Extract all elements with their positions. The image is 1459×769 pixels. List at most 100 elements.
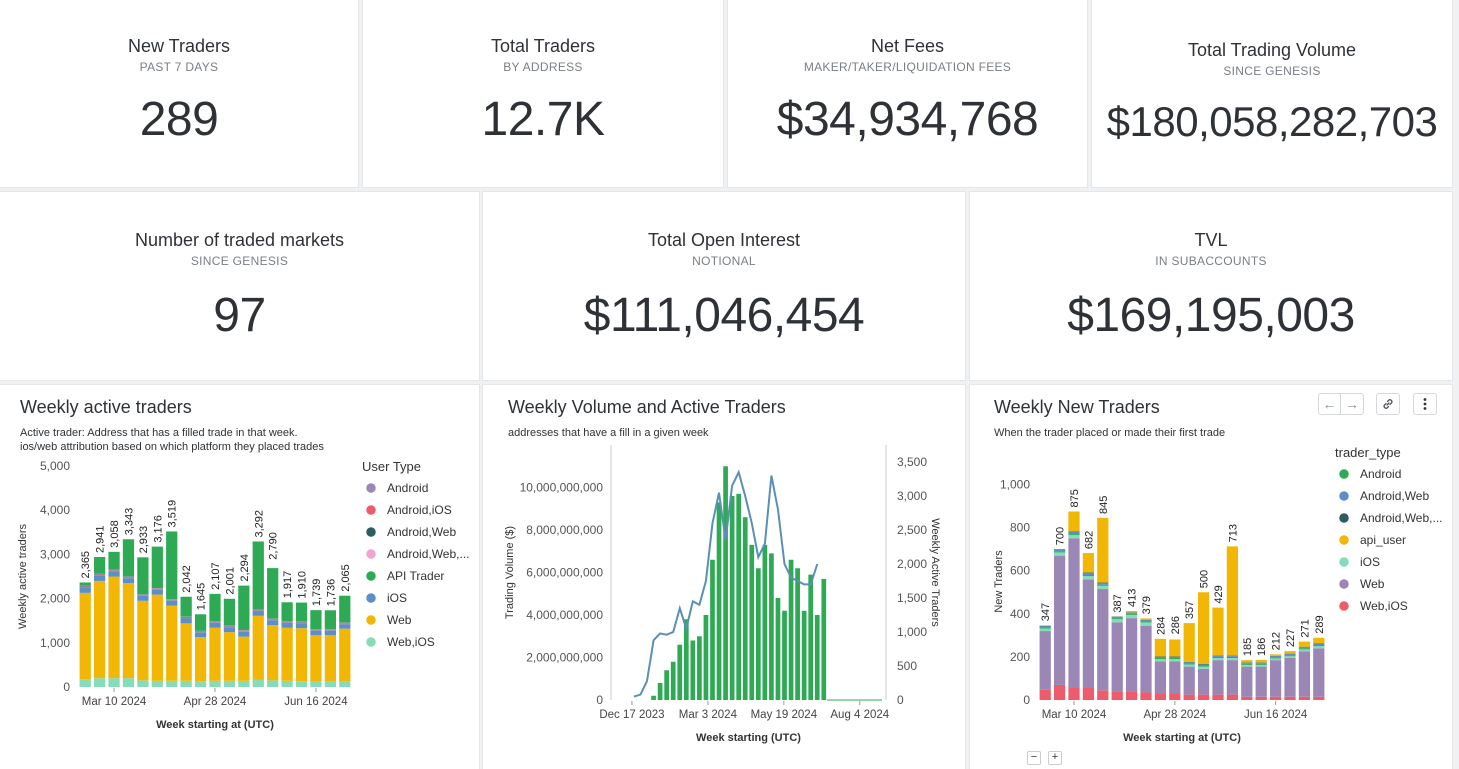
bar-segment	[151, 588, 163, 590]
bar-segment	[108, 571, 120, 577]
data-label: 875	[1069, 489, 1081, 507]
kpi-subtitle: BY ADDRESS	[503, 60, 583, 74]
next-button[interactable]: →	[1341, 393, 1364, 415]
legend-item: Android,Web	[1360, 489, 1429, 503]
bar-segment	[1111, 618, 1123, 620]
bar-segment	[281, 622, 293, 628]
bar-segment	[79, 586, 91, 588]
data-label: 1,736	[325, 579, 337, 607]
bar-segment	[1125, 613, 1138, 615]
kpi-value: $180,058,282,703	[1106, 98, 1438, 145]
bar-segment	[1269, 654, 1282, 656]
zoom-out-button[interactable]: −	[1027, 751, 1041, 765]
bar-segment	[1039, 631, 1051, 690]
volume-bar	[782, 610, 787, 700]
volume-bar	[677, 644, 683, 700]
bar-segment	[1053, 555, 1066, 685]
y2-tick-label: 1,000	[897, 625, 927, 639]
bar-segment	[1169, 657, 1181, 660]
bar-segment	[180, 617, 192, 619]
bar-segment	[1082, 575, 1095, 577]
bar-segment	[310, 681, 322, 687]
bar-segment	[1241, 696, 1253, 700]
volume-bar	[814, 615, 820, 700]
y-tick-label: 10,000,000,000	[520, 481, 604, 495]
bar-segment	[1269, 660, 1282, 697]
x-tick-label: Mar 10 2024	[82, 696, 147, 708]
x-tick-label: May 19 2024	[751, 709, 818, 721]
data-label: 3,292	[253, 510, 265, 538]
bar-segment	[209, 622, 221, 623]
data-label: 185	[1242, 638, 1254, 656]
bar-segment	[1053, 551, 1066, 553]
bar-segment	[1284, 655, 1296, 657]
kpi-subtitle: PAST 7 DAYS	[139, 60, 219, 74]
bar-segment	[1212, 656, 1224, 658]
bar-segment	[1039, 625, 1051, 626]
bar-segment	[1298, 647, 1311, 649]
bar-segment	[122, 578, 135, 584]
data-label: 284	[1155, 616, 1167, 634]
bar-segment	[1140, 625, 1152, 693]
bar-segment	[137, 595, 149, 596]
bar-segment	[1226, 546, 1239, 656]
bar-segment	[1313, 637, 1325, 644]
x-tick-label: Mar 10 2024	[1042, 709, 1107, 721]
bar-segment	[1068, 538, 1080, 688]
bar-segment	[267, 625, 279, 681]
bar-segment	[194, 681, 207, 687]
y-tick-label: 2,000,000,000	[526, 651, 603, 665]
bar-segment	[324, 635, 336, 682]
volume-bar	[755, 568, 761, 700]
bar-segment	[1313, 645, 1325, 647]
bar-segment	[1255, 666, 1267, 697]
bar-segment	[1125, 614, 1138, 619]
bar-segment	[1226, 694, 1239, 700]
bar-segment	[281, 622, 293, 623]
bar-segment	[295, 602, 308, 622]
bar-segment	[324, 630, 336, 636]
bar-segment	[1212, 694, 1224, 700]
bar-segment	[267, 620, 279, 626]
data-label: 286	[1170, 616, 1182, 634]
bar-segment	[1255, 659, 1267, 663]
y-axis-label: New Traders	[993, 550, 1005, 613]
more-options-button[interactable]	[1413, 393, 1437, 415]
bar-segment	[1298, 649, 1311, 652]
kpi-title: TVL	[1194, 230, 1228, 250]
legend-marker	[364, 481, 378, 495]
y2-tick-label: 0	[897, 693, 904, 707]
data-label: 186	[1256, 638, 1268, 656]
bar-segment	[1183, 694, 1195, 700]
y-tick-label: 400	[1010, 607, 1030, 621]
y-tick-label: 4,000	[40, 503, 70, 517]
bar-segment	[209, 593, 221, 622]
kpi-card-open-interest: Total Open Interest NOTIONAL $111,046,45…	[482, 191, 966, 381]
legend-marker	[1337, 577, 1351, 591]
kpi-title: Total Traders	[490, 36, 596, 56]
zoom-in-button[interactable]: +	[1048, 751, 1062, 765]
data-label: 682	[1083, 531, 1095, 549]
chart-description: addresses that have a fill in a given we…	[508, 427, 709, 439]
bar-segment	[1226, 656, 1239, 658]
bar-segment	[281, 602, 293, 622]
bar-segment	[1140, 692, 1152, 700]
bar-segment	[1053, 549, 1066, 552]
bar-segment	[1241, 663, 1253, 665]
data-label: 3,176	[152, 515, 164, 543]
bar-segment	[166, 531, 178, 600]
copy-link-button[interactable]	[1376, 393, 1400, 415]
bar-segment	[310, 635, 322, 682]
bar-segment	[1197, 668, 1210, 695]
bar-segment	[1068, 687, 1080, 700]
x-tick-label: Mar 3 2024	[679, 709, 738, 721]
kpi-card-tvl: TVL IN SUBACCOUNTS $169,195,003	[969, 191, 1453, 381]
data-label: 2,294	[239, 554, 251, 582]
y-tick-label: 800	[1010, 521, 1030, 535]
bar-segment	[295, 622, 308, 624]
prev-button[interactable]: ←	[1318, 393, 1341, 415]
bar-segment	[108, 678, 120, 687]
chart-card-weekly-volume: Weekly Volume and Active Traders address…	[482, 384, 966, 769]
y2-tick-label: 500	[897, 659, 917, 673]
legend-marker	[1337, 511, 1351, 525]
